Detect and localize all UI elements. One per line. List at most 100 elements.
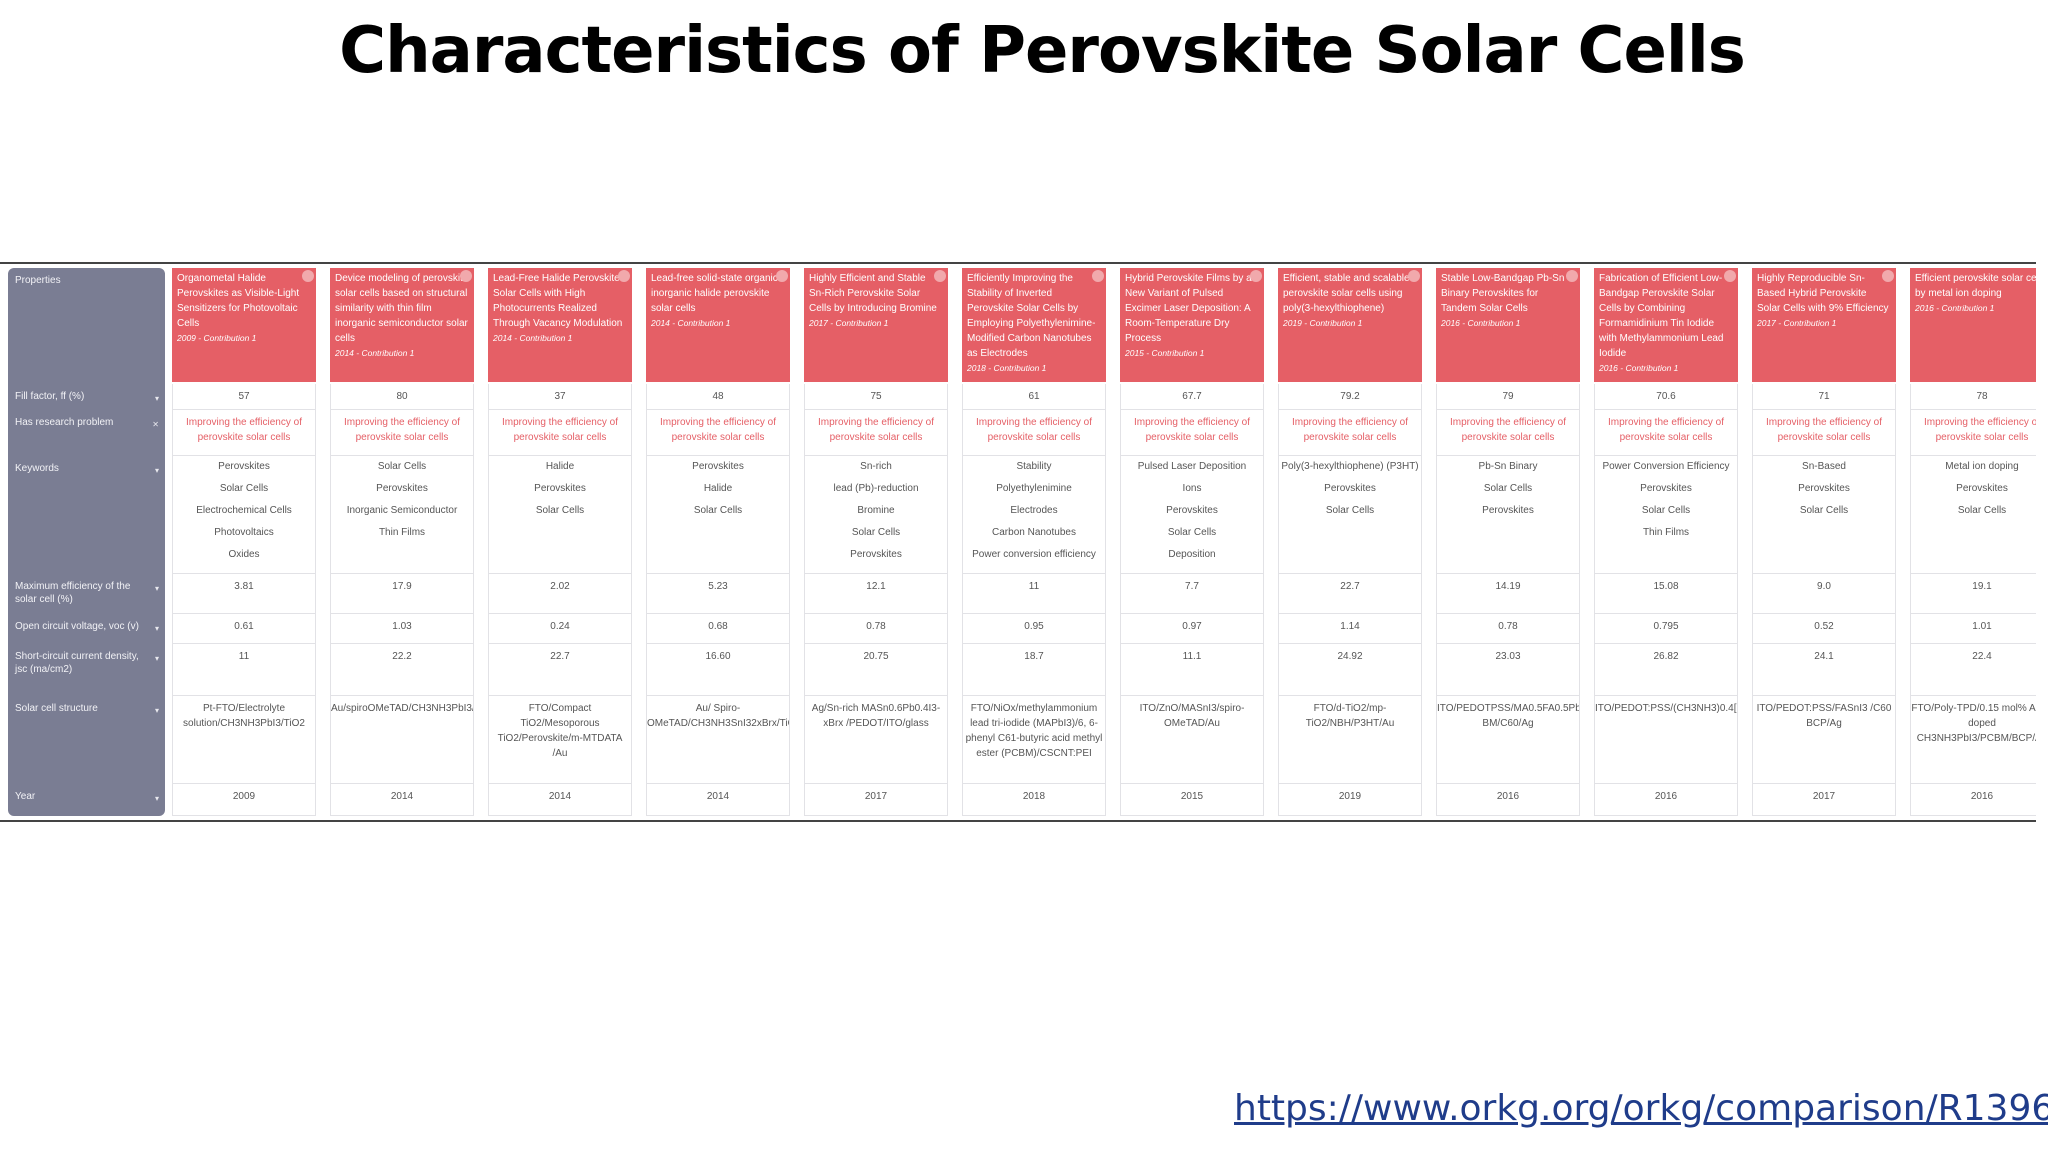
paper-header[interactable]: Hybrid Perovskite Films by a New Variant… [1120, 268, 1264, 382]
remove-column-icon[interactable] [1092, 270, 1104, 282]
cell-problem[interactable]: Improving the efficiency of perovskite s… [646, 410, 790, 456]
paper-title[interactable]: Efficiently Improving the Stability of I… [967, 273, 1096, 359]
property-row[interactable]: Properties [15, 274, 161, 287]
paper-title[interactable]: Hybrid Perovskite Films by a New Variant… [1125, 273, 1252, 344]
property-row[interactable]: Has research problem ✕ [15, 416, 161, 429]
keyword-item: Bromine [857, 505, 895, 516]
paper-column: Fabrication of Efficient Low-Bandgap Per… [1594, 268, 1738, 816]
cell-max-eff: 22.7 [1278, 574, 1422, 614]
remove-column-icon[interactable] [1566, 270, 1578, 282]
remove-column-icon[interactable] [934, 270, 946, 282]
cell-fill-factor: 80 [330, 384, 474, 410]
paper-title[interactable]: Lead-free solid-state organic-inorganic … [651, 273, 782, 314]
keyword-item: Solar Cells [851, 527, 901, 538]
comparison-link[interactable]: https://www.orkg.org/orkg/comparison/R13… [1234, 1088, 2048, 1129]
property-row[interactable]: Fill factor, ff (%) ▾ [15, 390, 161, 403]
property-label: Short-circuit current density, jsc (ma/c… [15, 651, 139, 675]
cell-voc: 0.78 [804, 614, 948, 644]
paper-column: Efficient, stable and scalable perovskit… [1278, 268, 1422, 816]
cell-problem[interactable]: Improving the efficiency of perovskite s… [172, 410, 316, 456]
cell-problem[interactable]: Improving the efficiency of perovskite s… [1594, 410, 1738, 456]
cell-keywords: Stability Polyethylenimine Electrodes Carbo… [962, 456, 1106, 574]
paper-meta: 2015 - Contribution 1 [1125, 348, 1205, 358]
chevron-down-icon[interactable]: ▾ [154, 584, 159, 593]
close-icon[interactable]: ✕ [152, 420, 159, 429]
paper-title[interactable]: Device modeling of perovskite solar cell… [335, 273, 469, 344]
cell-fill-factor: 70.6 [1594, 384, 1738, 410]
paper-header[interactable]: Highly Reproducible Sn-Based Hybrid Pero… [1752, 268, 1896, 382]
paper-title[interactable]: Organometal Halide Perovskites as Visibl… [177, 273, 300, 329]
keyword-item: Electrodes [1010, 505, 1058, 516]
property-row[interactable]: Solar cell structure ▾ [15, 702, 161, 715]
keyword-item: Solar Cells [1325, 505, 1375, 516]
cell-voc: 0.52 [1752, 614, 1896, 644]
paper-header[interactable]: Efficiently Improving the Stability of I… [962, 268, 1106, 382]
cell-problem[interactable]: Improving the efficiency of perovskite s… [330, 410, 474, 456]
chevron-down-icon[interactable]: ▾ [154, 654, 159, 663]
cell-problem[interactable]: Improving the efficiency of perovskite s… [1752, 410, 1896, 456]
paper-header[interactable]: Device modeling of perovskite solar cell… [330, 268, 474, 382]
paper-title[interactable]: Efficient perovskite solar cells by meta… [1915, 273, 2036, 299]
property-row[interactable]: Open circuit voltage, voc (v) ▾ [15, 620, 161, 633]
cell-year: 2014 [646, 784, 790, 816]
remove-column-icon[interactable] [1882, 270, 1894, 282]
property-row[interactable]: Short-circuit current density, jsc (ma/c… [15, 650, 161, 676]
cell-max-eff: 5.23 [646, 574, 790, 614]
cell-structure: ITO/PEDOTPSS/MA0.5FA0.5Pb0.75Sn0.25I3/PC… [1436, 696, 1580, 784]
keyword-item: Perovskites [850, 549, 902, 560]
cell-fill-factor: 71 [1752, 384, 1896, 410]
remove-column-icon[interactable] [1408, 270, 1420, 282]
keyword-item: Perovskites [534, 483, 586, 494]
paper-title[interactable]: Highly Efficient and Stable Sn-Rich Pero… [809, 273, 937, 314]
paper-header[interactable]: Lead-Free Halide Perovskite Solar Cells … [488, 268, 632, 382]
cell-problem[interactable]: Improving the efficiency of perovskite s… [804, 410, 948, 456]
paper-header[interactable]: Efficient, stable and scalable perovskit… [1278, 268, 1422, 382]
cell-problem[interactable]: Improving the efficiency of perovskite s… [1278, 410, 1422, 456]
paper-title[interactable]: Efficient, stable and scalable perovskit… [1283, 273, 1410, 314]
chevron-down-icon[interactable]: ▾ [154, 394, 159, 403]
keyword-item: Stability [1016, 461, 1052, 472]
paper-header[interactable]: Lead-free solid-state organic-inorganic … [646, 268, 790, 382]
keyword-item: Pb-Sn Binary [1478, 461, 1538, 472]
cell-problem[interactable]: Improving the efficiency of perovskite s… [1120, 410, 1264, 456]
chevron-down-icon[interactable]: ▾ [154, 706, 159, 715]
paper-header[interactable]: Organometal Halide Perovskites as Visibl… [172, 268, 316, 382]
paper-header[interactable]: Stable Low-Bandgap Pb-Sn Binary Perovski… [1436, 268, 1580, 382]
cell-problem[interactable]: Improving the efficiency of perovskite s… [1910, 410, 2036, 456]
remove-column-icon[interactable] [618, 270, 630, 282]
remove-column-icon[interactable] [1724, 270, 1736, 282]
cell-voc: 0.61 [172, 614, 316, 644]
paper-header[interactable]: Highly Efficient and Stable Sn-Rich Pero… [804, 268, 948, 382]
remove-column-icon[interactable] [302, 270, 314, 282]
chevron-down-icon[interactable]: ▾ [154, 466, 159, 475]
remove-column-icon[interactable] [460, 270, 472, 282]
property-row[interactable]: Year ▾ [15, 790, 161, 803]
paper-header[interactable]: Efficient perovskite solar cells by meta… [1910, 268, 2036, 382]
property-label: Open circuit voltage, voc (v) [15, 621, 139, 632]
cell-fill-factor: 75 [804, 384, 948, 410]
paper-title[interactable]: Lead-Free Halide Perovskite Solar Cells … [493, 273, 623, 329]
cell-problem[interactable]: Improving the efficiency of perovskite s… [962, 410, 1106, 456]
cell-problem[interactable]: Improving the efficiency of perovskite s… [488, 410, 632, 456]
paper-title[interactable]: Fabrication of Efficient Low-Bandgap Per… [1599, 273, 1724, 359]
remove-column-icon[interactable] [776, 270, 788, 282]
paper-column: Device modeling of perovskite solar cell… [330, 268, 474, 816]
cell-jsc: 22.2 [330, 644, 474, 696]
chevron-down-icon[interactable]: ▾ [154, 794, 159, 803]
chevron-down-icon[interactable]: ▾ [154, 624, 159, 633]
cell-jsc: 11.1 [1120, 644, 1264, 696]
paper-column: Hybrid Perovskite Films by a New Variant… [1120, 268, 1264, 816]
cell-year: 2017 [804, 784, 948, 816]
cell-problem[interactable]: Improving the efficiency of perovskite s… [1436, 410, 1580, 456]
cell-jsc: 23.03 [1436, 644, 1580, 696]
property-row[interactable]: Keywords ▾ [15, 462, 161, 475]
paper-header[interactable]: Fabrication of Efficient Low-Bandgap Per… [1594, 268, 1738, 382]
remove-column-icon[interactable] [1250, 270, 1262, 282]
property-row[interactable]: Maximum efficiency of the solar cell (%)… [15, 580, 161, 606]
paper-meta: 2016 - Contribution 1 [1599, 363, 1679, 373]
keyword-item: Perovskites [218, 461, 270, 472]
paper-title[interactable]: Stable Low-Bandgap Pb-Sn Binary Perovski… [1441, 273, 1565, 314]
cell-fill-factor: 79 [1436, 384, 1580, 410]
cell-year: 2018 [962, 784, 1106, 816]
paper-title[interactable]: Highly Reproducible Sn-Based Hybrid Pero… [1757, 273, 1889, 314]
